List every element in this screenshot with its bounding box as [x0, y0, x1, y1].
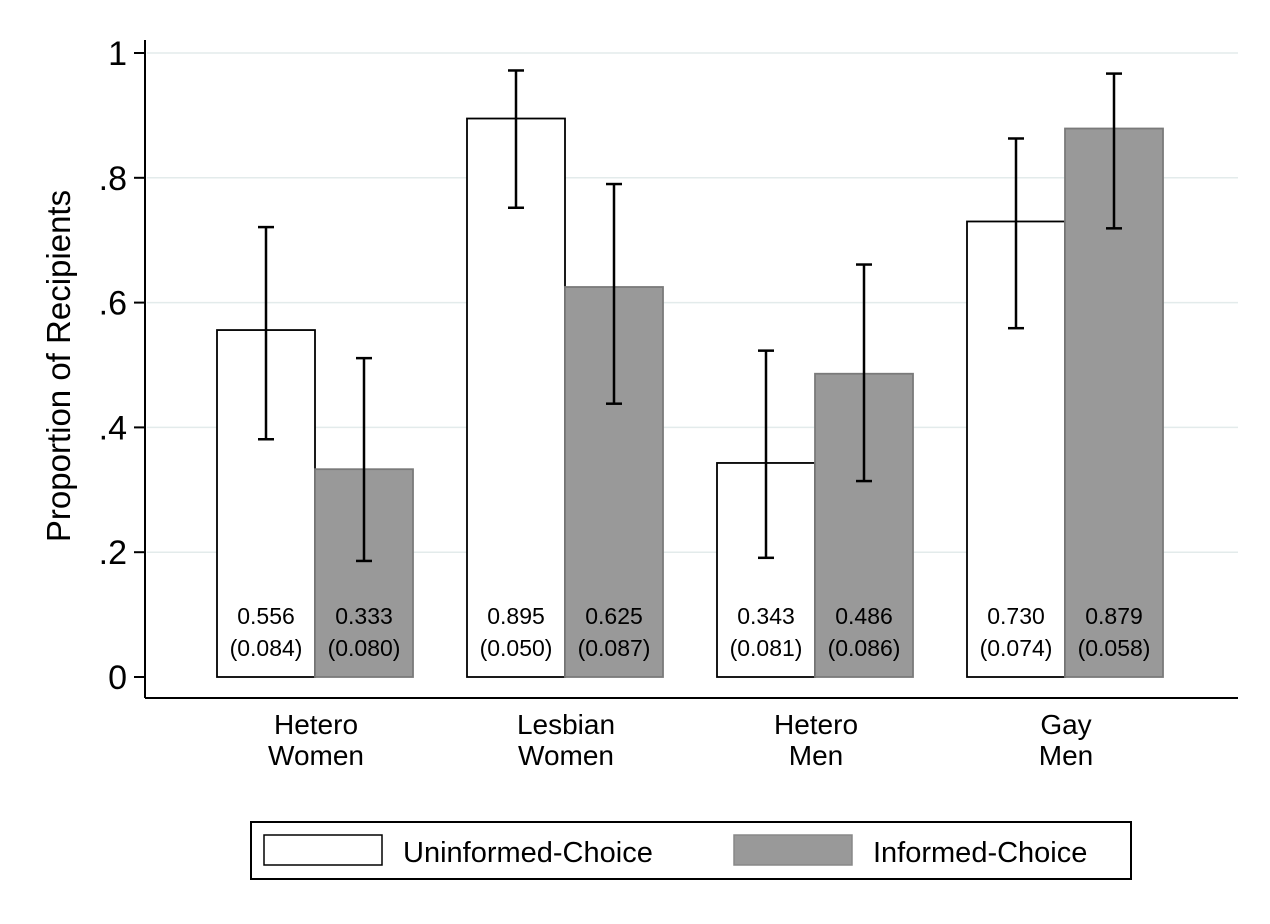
y-tick-label: .8 — [99, 160, 127, 198]
y-axis-title: Proportion of Recipients — [40, 190, 77, 542]
value-label: 0.895 — [487, 603, 545, 629]
value-label: 0.343 — [737, 603, 795, 629]
se-label: (0.074) — [980, 635, 1053, 661]
x-category-label: Hetero — [274, 709, 358, 740]
value-label: 0.879 — [1085, 603, 1143, 629]
value-label: 0.486 — [835, 603, 893, 629]
y-tick-label: .6 — [99, 285, 127, 323]
legend: Uninformed-Choice Informed-Choice — [250, 821, 1132, 880]
y-tick-label: .2 — [99, 534, 127, 572]
legend-swatch-informed-choice — [733, 834, 853, 866]
x-category-label: Hetero — [774, 709, 858, 740]
se-label: (0.081) — [730, 635, 803, 661]
value-label: 0.730 — [987, 603, 1045, 629]
x-category-label: Women — [268, 740, 364, 771]
bars — [216, 117, 1164, 678]
se-label: (0.086) — [828, 635, 901, 661]
y-tick-label: 0 — [108, 659, 127, 697]
value-label: 0.625 — [585, 603, 643, 629]
bar — [314, 468, 414, 678]
y-tick-label: 1 — [108, 35, 127, 73]
x-category-label: Lesbian — [517, 709, 615, 740]
legend-label-informed-choice: Informed-Choice — [873, 837, 1087, 869]
legend-swatch-uninformed-choice — [263, 834, 383, 866]
x-category-label: Men — [1039, 740, 1093, 771]
legend-label-uninformed-choice: Uninformed-Choice — [403, 837, 653, 869]
legend-box — [250, 821, 1132, 880]
value-label: 0.333 — [335, 603, 393, 629]
se-label: (0.084) — [230, 635, 303, 661]
se-label: (0.080) — [328, 635, 401, 661]
y-ticks: 0 .2 .4 .6 .8 1 — [99, 35, 145, 697]
se-label: (0.058) — [1078, 635, 1151, 661]
x-category-label: Men — [789, 740, 843, 771]
x-category-label: Gay — [1040, 709, 1091, 740]
x-category-label: Women — [518, 740, 614, 771]
data-labels: 0.556 (0.084) 0.333 (0.080) 0.895 (0.050) 0.62… — [230, 603, 1151, 661]
value-label: 0.556 — [237, 603, 295, 629]
axes — [144, 40, 1238, 699]
error-bars — [258, 69, 1122, 563]
y-tick-label: .4 — [99, 409, 127, 447]
se-label: (0.087) — [578, 635, 651, 661]
se-label: (0.050) — [480, 635, 553, 661]
